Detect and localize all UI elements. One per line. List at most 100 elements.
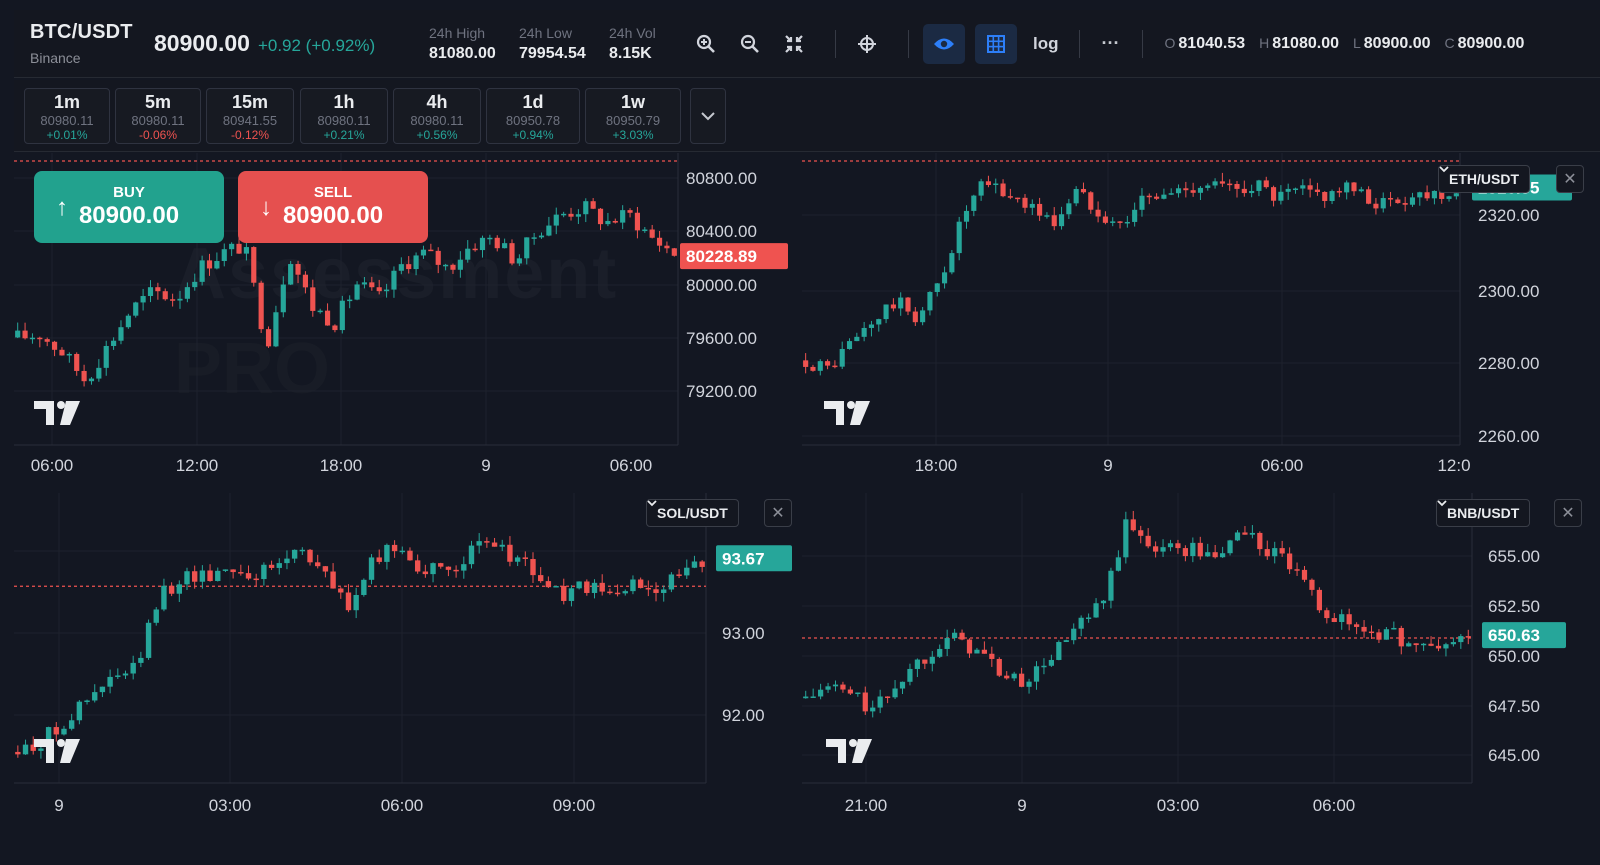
current-price-label: 650.63 bbox=[1488, 626, 1540, 645]
candle-body bbox=[1300, 185, 1306, 189]
candle-body bbox=[30, 744, 36, 751]
stat-24h-high: 24h High 81080.00 bbox=[429, 25, 519, 63]
bnb-symbol-selector[interactable]: BNB/USDT bbox=[1436, 499, 1531, 527]
candle-body bbox=[545, 581, 552, 588]
candle-body bbox=[630, 579, 636, 592]
zoom-out-button[interactable] bbox=[733, 27, 767, 61]
candle-body bbox=[1398, 627, 1404, 647]
candle-body bbox=[1249, 532, 1255, 535]
stat-value: 81080.00 bbox=[429, 44, 496, 62]
visibility-toggle[interactable] bbox=[923, 23, 965, 64]
grid-layout-toggle[interactable] bbox=[975, 23, 1017, 64]
candle-body bbox=[214, 261, 220, 269]
candle-body bbox=[531, 237, 537, 239]
candle-body bbox=[839, 348, 845, 367]
fit-screen-button[interactable] bbox=[777, 27, 811, 61]
timeframe-1h[interactable]: 1h 80980.11 +0.21% bbox=[300, 88, 388, 144]
candle-body bbox=[1234, 532, 1241, 541]
symbol-name[interactable]: BTC/USDT bbox=[30, 21, 133, 43]
eth-symbol-selector[interactable]: ETH/USDT bbox=[1438, 165, 1530, 193]
bnb-chart-panel[interactable]: 655.00 652.50 650.00 647.50 645.00 21:00 9 03:0… bbox=[802, 493, 1600, 841]
candle-body bbox=[322, 566, 329, 572]
candle-body bbox=[276, 563, 282, 568]
candle-body bbox=[407, 550, 413, 561]
candle-body bbox=[153, 609, 159, 623]
bnb-candlestick-chart[interactable]: 655.00 652.50 650.00 647.50 645.00 21:00 9 03:0… bbox=[802, 493, 1600, 841]
candle-body bbox=[537, 575, 544, 582]
timeframe-4h[interactable]: 4h 80980.11 +0.56% bbox=[393, 88, 481, 144]
crosshair-button[interactable] bbox=[850, 27, 884, 61]
buy-button[interactable]: ↑ BUY 80900.00 bbox=[34, 171, 224, 243]
candle-body bbox=[810, 696, 816, 698]
close-icon: ✕ bbox=[771, 505, 785, 522]
symbol-block[interactable]: BTC/USDT Binance bbox=[14, 21, 154, 66]
timeframe-1m[interactable]: 1m 80980.11 +0.01% bbox=[24, 88, 110, 144]
candle-body bbox=[699, 561, 705, 567]
timeframe-15m[interactable]: 15m 80941.55 -0.12% bbox=[206, 88, 294, 144]
candle-body bbox=[145, 622, 152, 658]
eth-chart-panel[interactable]: 2320.00 2300.00 2280.00 2260.00 18:00 9 06:00 1… bbox=[802, 153, 1600, 493]
candle-body bbox=[1450, 642, 1456, 645]
candle-body bbox=[168, 585, 175, 594]
candle-body bbox=[339, 300, 345, 331]
candle-body bbox=[1117, 221, 1123, 223]
candle-body bbox=[1354, 624, 1360, 627]
candle-body bbox=[949, 253, 955, 273]
price-tick-label: 80000.00 bbox=[686, 276, 757, 295]
candle-body bbox=[1011, 673, 1017, 679]
candle-body bbox=[491, 542, 498, 547]
candle-body bbox=[420, 249, 427, 256]
candle-body bbox=[934, 283, 940, 292]
timeframe-1w[interactable]: 1w 80950.79 +3.03% bbox=[585, 88, 681, 144]
candle-body bbox=[1130, 519, 1136, 531]
sol-symbol-selector[interactable]: SOL/USDT bbox=[646, 499, 739, 527]
time-tick-label: 18:00 bbox=[320, 456, 363, 475]
candle-body bbox=[273, 312, 279, 347]
log-scale-button[interactable]: log bbox=[1033, 33, 1059, 53]
candle-body bbox=[487, 237, 493, 240]
candle-body bbox=[868, 324, 875, 328]
eth-close-button[interactable]: ✕ bbox=[1556, 165, 1584, 193]
candle-body bbox=[920, 310, 926, 323]
sol-close-button[interactable]: ✕ bbox=[764, 499, 792, 527]
candle-body bbox=[347, 299, 353, 302]
eth-candlestick-chart[interactable]: 2320.00 2300.00 2280.00 2260.00 18:00 9 06:00 1… bbox=[802, 153, 1600, 493]
candle-body bbox=[66, 353, 72, 356]
candle-body bbox=[413, 255, 419, 270]
sell-button[interactable]: ↓ SELL 80900.00 bbox=[238, 171, 428, 243]
btc-candlestick-chart[interactable]: 80800.00 80400.00 80000.00 79600.00 79200.00… bbox=[14, 153, 802, 493]
bnb-close-button[interactable]: ✕ bbox=[1554, 499, 1582, 527]
candle-body bbox=[184, 571, 190, 585]
candle-body bbox=[905, 297, 911, 312]
candle-body bbox=[1227, 540, 1233, 554]
price-tick-label: 80400.00 bbox=[686, 222, 757, 241]
candle-body bbox=[1279, 548, 1285, 554]
divider bbox=[835, 29, 836, 58]
more-options-button[interactable]: ··· bbox=[1101, 33, 1120, 53]
candle-body bbox=[516, 258, 522, 264]
candle-body bbox=[184, 287, 190, 299]
candle-body bbox=[361, 282, 368, 285]
ohlc-key: H bbox=[1259, 34, 1270, 51]
candle-body bbox=[952, 632, 958, 639]
candle-body bbox=[258, 282, 264, 330]
timeframe-1d[interactable]: 1d 80950.78 +0.94% bbox=[486, 88, 580, 144]
zoom-in-button[interactable] bbox=[689, 27, 723, 61]
timeframe-5m[interactable]: 5m 80980.11 -0.06% bbox=[115, 88, 201, 144]
candle-body bbox=[832, 365, 838, 368]
grid-icon bbox=[987, 34, 1005, 53]
symbol-label: SOL/USDT bbox=[657, 505, 728, 521]
time-tick-label: 06:00 bbox=[1261, 456, 1304, 475]
btc-chart-panel[interactable]: Assessment PRO 80800.0080400.0080000.007… bbox=[14, 153, 802, 493]
candle-body bbox=[15, 330, 21, 338]
candle-body bbox=[435, 250, 441, 265]
candle-body bbox=[422, 571, 429, 575]
timeframe-more-button[interactable] bbox=[690, 88, 726, 144]
candle-body bbox=[253, 578, 259, 581]
candle-body bbox=[465, 248, 471, 260]
tradingview-logo-icon bbox=[34, 739, 80, 763]
price-tick-label: 92.00 bbox=[722, 706, 765, 725]
candle-body bbox=[912, 311, 918, 323]
